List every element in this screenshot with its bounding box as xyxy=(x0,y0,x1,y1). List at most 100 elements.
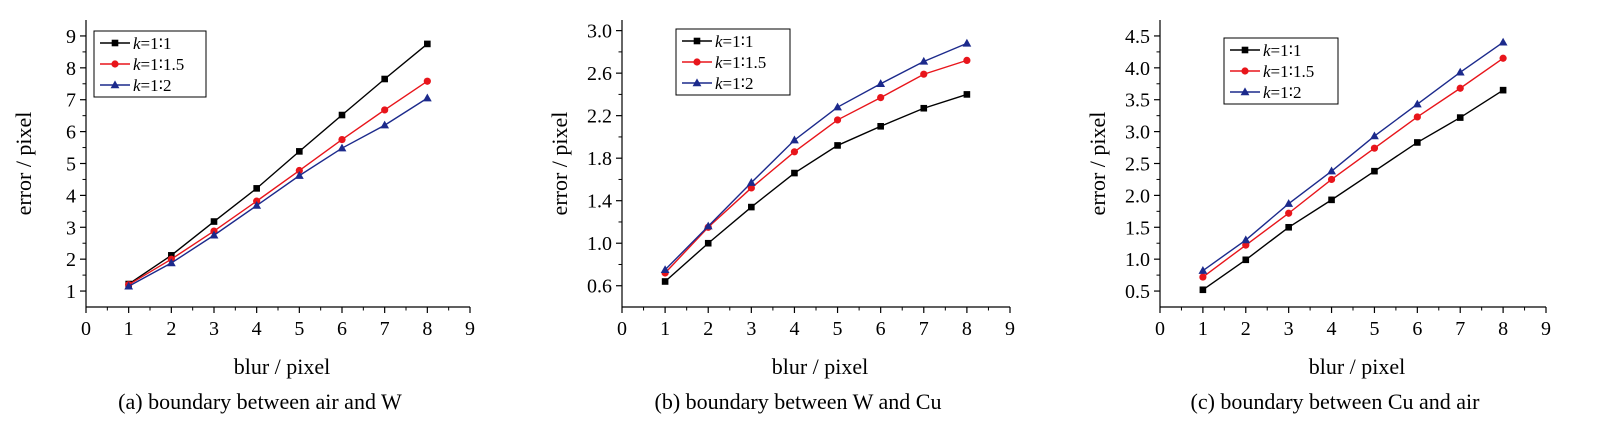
data-point xyxy=(1456,114,1464,121)
y-tick-label: 3.0 xyxy=(1125,122,1150,144)
data-point xyxy=(422,93,432,102)
data-point xyxy=(253,185,260,192)
data-point xyxy=(1455,67,1465,76)
legend-swatch-marker xyxy=(111,39,119,47)
data-point xyxy=(338,111,346,119)
data-point xyxy=(1370,131,1379,140)
series-line xyxy=(1202,41,1504,272)
data-point xyxy=(295,166,303,175)
x-axis-label: blur / pixel xyxy=(772,354,869,379)
x-tick-label: 1 xyxy=(124,318,134,340)
data-point xyxy=(381,75,388,83)
data-point xyxy=(1327,175,1336,184)
data-point xyxy=(168,252,175,259)
series-2 xyxy=(125,77,431,289)
data-point xyxy=(746,178,756,186)
legend: k=1∶1 k=1∶1.5 k=1∶2 xyxy=(1223,37,1339,105)
data-point xyxy=(747,184,755,192)
data-point xyxy=(252,200,262,209)
data-point xyxy=(296,148,303,155)
data-point xyxy=(1414,139,1421,146)
data-point xyxy=(424,40,431,48)
data-point xyxy=(791,169,798,177)
y-tick-label: 0.5 xyxy=(1125,281,1150,303)
legend-swatch-marker xyxy=(693,37,701,45)
y-tick-label: 7 xyxy=(66,90,76,112)
x-tick-label: 9 xyxy=(1541,318,1551,340)
data-point xyxy=(963,56,971,64)
data-point xyxy=(1413,113,1421,121)
legend-label: k=1∶1 xyxy=(1263,41,1302,60)
y-tick-label: 4.5 xyxy=(1125,26,1150,48)
data-point xyxy=(124,281,134,290)
legend-swatch-marker xyxy=(1241,67,1249,75)
data-point xyxy=(1198,266,1208,274)
chart-panel-b: 0 1 2 3 4 5 6 7 8 9 0.6 1.0 1.4 1.8 2.2 2.6 3.0 blur / pi… xyxy=(547,20,1015,414)
data-point xyxy=(962,38,972,47)
x-tick-label: 3 xyxy=(746,318,756,340)
x-tick-label: 0 xyxy=(1155,318,1165,340)
series-line xyxy=(128,80,428,286)
legend: k=1∶1 k=1∶1.5 k=1∶2 xyxy=(93,30,207,98)
y-tick-label: 1 xyxy=(66,281,76,303)
y-tick-label: 0.6 xyxy=(587,276,612,298)
data-point xyxy=(381,106,389,114)
y-tick-label: 3.5 xyxy=(1125,90,1150,112)
y-tick-label: 3.0 xyxy=(587,21,612,43)
panel-caption: (a) boundary between air and W xyxy=(118,389,402,414)
x-tick-label: 9 xyxy=(1005,318,1015,340)
legend-label: k=1∶2 xyxy=(1263,83,1302,102)
y-tick-label: 3 xyxy=(66,217,76,239)
y-tick-label: 1.4 xyxy=(587,191,612,213)
data-point xyxy=(1285,209,1293,217)
series-3 xyxy=(660,38,972,273)
y-tick-label: 2 xyxy=(66,249,76,271)
legend-swatch-marker xyxy=(693,58,701,66)
series-3 xyxy=(124,93,432,290)
y-tick-label: 5 xyxy=(66,154,76,176)
x-tick-label: 0 xyxy=(81,318,91,340)
data-point xyxy=(1456,84,1464,92)
data-point xyxy=(877,122,884,130)
data-point xyxy=(380,120,390,129)
data-point xyxy=(166,258,176,267)
y-tick-label: 2.6 xyxy=(587,63,612,85)
y-tick-label: 2.0 xyxy=(1125,185,1150,207)
series-2 xyxy=(1199,54,1507,281)
data-point xyxy=(1242,241,1250,249)
y-tick-label: 1.0 xyxy=(587,233,612,255)
data-point xyxy=(963,91,971,98)
x-tick-label: 8 xyxy=(422,318,432,340)
series-line xyxy=(128,97,428,287)
y-tick-label: 2.2 xyxy=(587,106,612,128)
y-tick-label: 1.5 xyxy=(1125,217,1150,239)
data-point xyxy=(833,116,842,124)
x-tick-label: 8 xyxy=(962,318,972,340)
x-tick-label: 4 xyxy=(789,318,799,340)
data-point xyxy=(877,93,885,102)
data-point xyxy=(1242,256,1250,264)
data-point xyxy=(920,70,928,78)
x-tick-label: 0 xyxy=(617,318,627,340)
data-point xyxy=(1499,86,1507,94)
data-point xyxy=(294,171,304,179)
data-point xyxy=(876,79,886,87)
legend-swatch-marker xyxy=(111,60,119,68)
y-tick-label: 2.5 xyxy=(1125,154,1150,176)
x-tick-label: 7 xyxy=(919,318,929,340)
x-tick-label: 1 xyxy=(1198,318,1208,340)
data-point xyxy=(1499,54,1507,62)
legend-label: k=1∶1.5 xyxy=(715,53,766,72)
data-point xyxy=(1370,144,1379,152)
data-point xyxy=(790,148,799,156)
chart-panel-c: 0 1 2 3 4 5 6 7 8 9 0.5 1.0 1.5 2.0 2.5 3.0 3.5 4.0 4.5 blu… xyxy=(1085,20,1551,414)
x-tick-label: 3 xyxy=(1284,318,1294,340)
data-point xyxy=(834,142,841,149)
x-tick-label: 8 xyxy=(1498,318,1508,340)
legend-swatch-marker xyxy=(110,80,120,89)
data-point xyxy=(1328,196,1335,204)
series-line xyxy=(664,42,968,271)
series-1 xyxy=(661,91,971,285)
x-tick-label: 3 xyxy=(209,318,219,340)
